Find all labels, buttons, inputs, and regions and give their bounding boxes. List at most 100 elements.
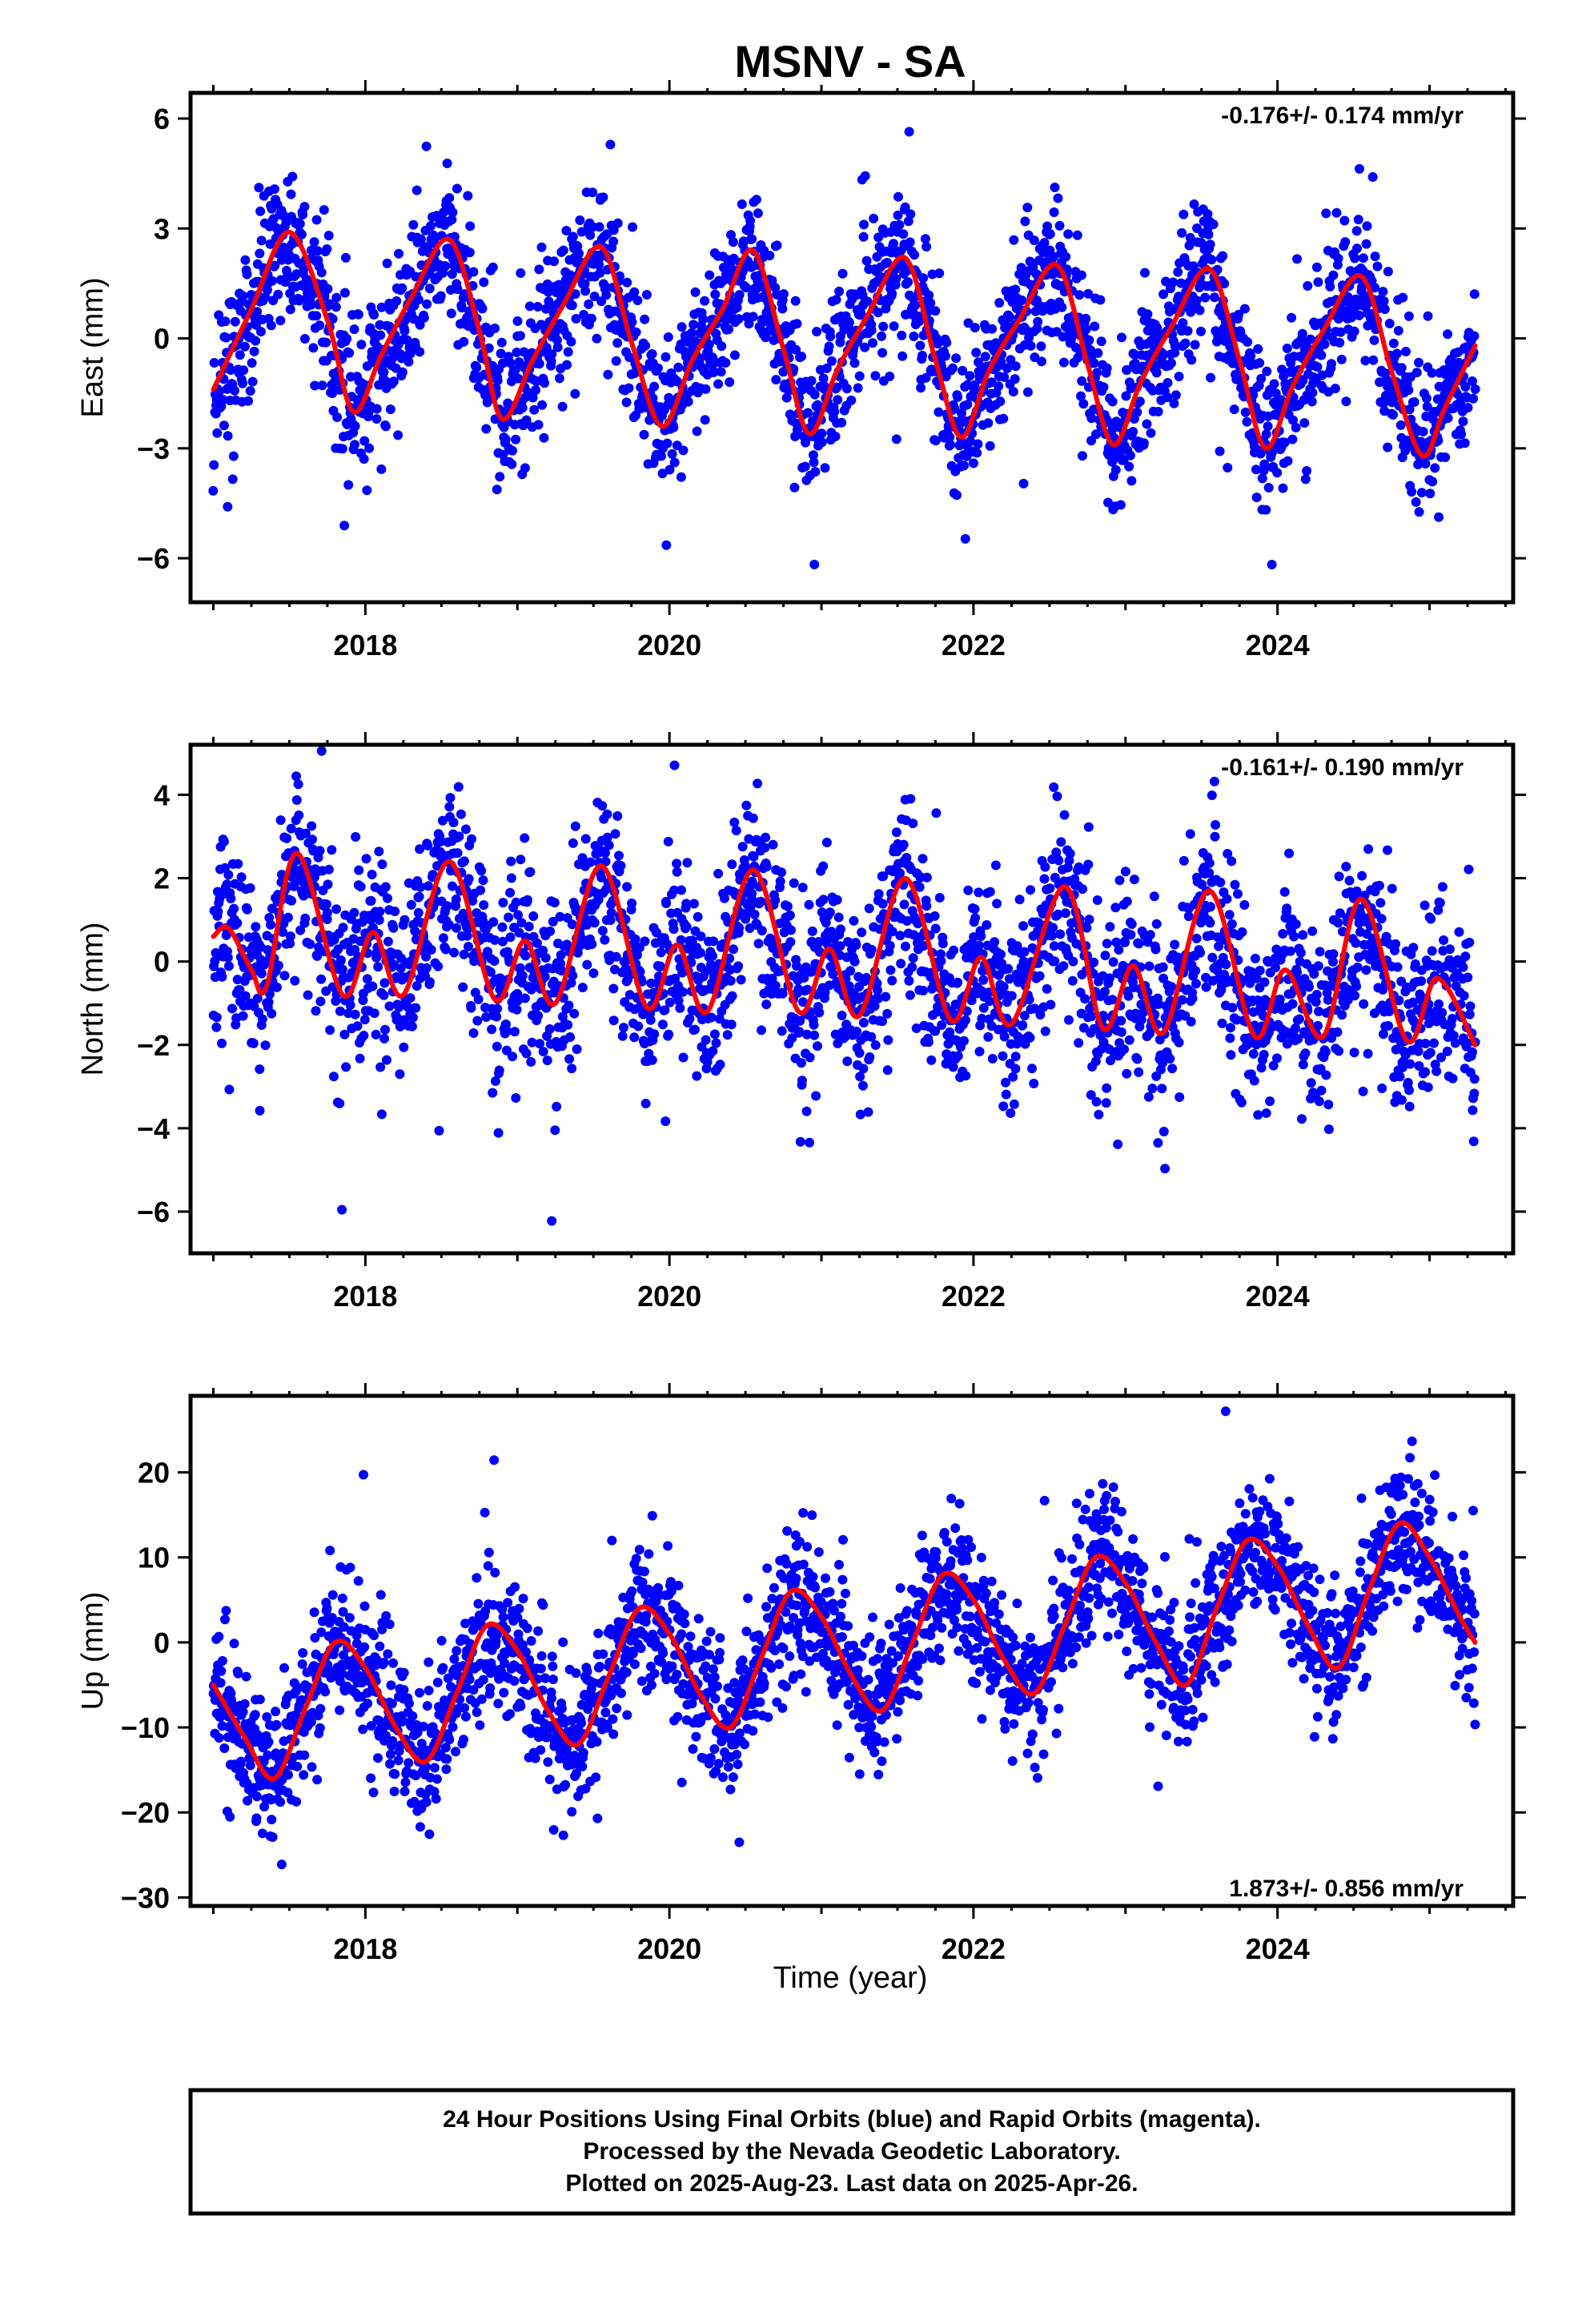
east-data-point (315, 320, 325, 331)
north-data-point (1222, 894, 1232, 904)
east-data-point (1352, 243, 1362, 254)
east-data-point (673, 362, 684, 372)
east-data-point (1110, 464, 1121, 475)
north-data-point (898, 839, 909, 850)
east-data-point (376, 302, 387, 312)
north-data-point (1129, 875, 1139, 885)
north-data-point (885, 965, 896, 975)
east-data-point (492, 376, 503, 386)
east-data-point (737, 199, 747, 209)
east-data-point (1037, 356, 1046, 367)
east-data-point (1321, 208, 1331, 219)
east-data-point (468, 267, 479, 277)
north-data-point (1107, 995, 1118, 1005)
north-data-point (415, 844, 425, 854)
north-data-point (1082, 923, 1092, 933)
east-data-point (891, 274, 901, 284)
north-data-point (297, 876, 307, 887)
north-data-point (380, 882, 391, 892)
north-data-point (605, 915, 616, 925)
north-data-point (818, 895, 829, 905)
east-data-point (629, 287, 640, 297)
north-data-point (1227, 856, 1237, 866)
east-data-point (1391, 348, 1402, 359)
east-data-point (247, 376, 258, 387)
north-data-point (472, 1015, 483, 1026)
north-data-point (802, 1029, 812, 1039)
north-data-point (355, 1053, 365, 1063)
north-data-point (487, 1024, 497, 1035)
north-data-point (1122, 1068, 1132, 1079)
east-data-point (1045, 229, 1055, 239)
north-data-point (640, 1099, 651, 1108)
north-data-point (978, 975, 989, 985)
east-data-point (701, 384, 711, 394)
north-data-point (282, 833, 292, 843)
north-data-point (1009, 1099, 1019, 1109)
east-data-point (1278, 483, 1288, 493)
east-data-point (1302, 466, 1312, 476)
east-data-point (692, 426, 702, 436)
east-data-point (220, 316, 231, 327)
north-data-point (264, 912, 275, 923)
north-data-point (610, 829, 620, 839)
east-data-point (1434, 512, 1444, 522)
north-data-point (1157, 1084, 1167, 1094)
east-data-point (1215, 446, 1225, 456)
north-data-point (934, 893, 945, 903)
east-data-point (930, 436, 941, 446)
north-data-point (426, 945, 436, 955)
east-data-point (641, 290, 652, 300)
east-data-point (1146, 428, 1156, 438)
east-data-point (918, 273, 929, 283)
east-data-point (1107, 396, 1118, 407)
north-data-point (1313, 961, 1323, 971)
east-data-point (1083, 288, 1094, 299)
north-data-point (709, 1029, 720, 1039)
north-data-point (855, 1072, 865, 1082)
east-data-point (1403, 311, 1414, 321)
north-data-point (257, 1014, 267, 1024)
north-data-point (1153, 1138, 1163, 1148)
north-data-point (1089, 1023, 1099, 1034)
east-data-point (1092, 368, 1102, 378)
north-data-point (963, 885, 974, 895)
north-data-point (938, 939, 948, 949)
east-data-point (910, 300, 921, 311)
north-data-point (217, 1038, 227, 1048)
east-data-point (536, 242, 547, 252)
north-data-point (390, 907, 400, 916)
north-data-point (785, 937, 796, 947)
north-data-point (863, 1107, 873, 1117)
north-data-point (741, 800, 752, 810)
north-data-point (873, 993, 884, 1003)
east-data-point (1042, 221, 1053, 231)
north-data-point (661, 899, 672, 908)
east-data-point (934, 407, 944, 417)
east-data-point (1210, 292, 1219, 303)
north-data-point (1054, 855, 1064, 866)
east-data-point (496, 337, 507, 348)
east-data-point (1009, 235, 1019, 245)
east-data-point (686, 328, 697, 338)
east-data-point (761, 332, 771, 343)
east-data-point (1124, 461, 1134, 472)
north-data-point (497, 922, 508, 932)
north-data-point (1323, 1100, 1334, 1110)
north-data-point (977, 1013, 987, 1023)
north-data-point (538, 945, 548, 955)
north-data-point (238, 1011, 248, 1021)
east-data-point (255, 206, 266, 216)
north-data-point (725, 975, 736, 986)
east-data-point (656, 451, 666, 461)
north-data-point (737, 842, 748, 852)
east-data-point (897, 330, 907, 340)
north-data-point (1261, 1108, 1271, 1118)
north-data-point (511, 897, 521, 907)
east-data-point (640, 314, 650, 324)
north-data-point (757, 926, 767, 936)
north-data-point (454, 831, 464, 842)
north-data-point (266, 919, 275, 930)
north-data-point (1064, 1015, 1074, 1025)
east-data-point (859, 219, 869, 230)
